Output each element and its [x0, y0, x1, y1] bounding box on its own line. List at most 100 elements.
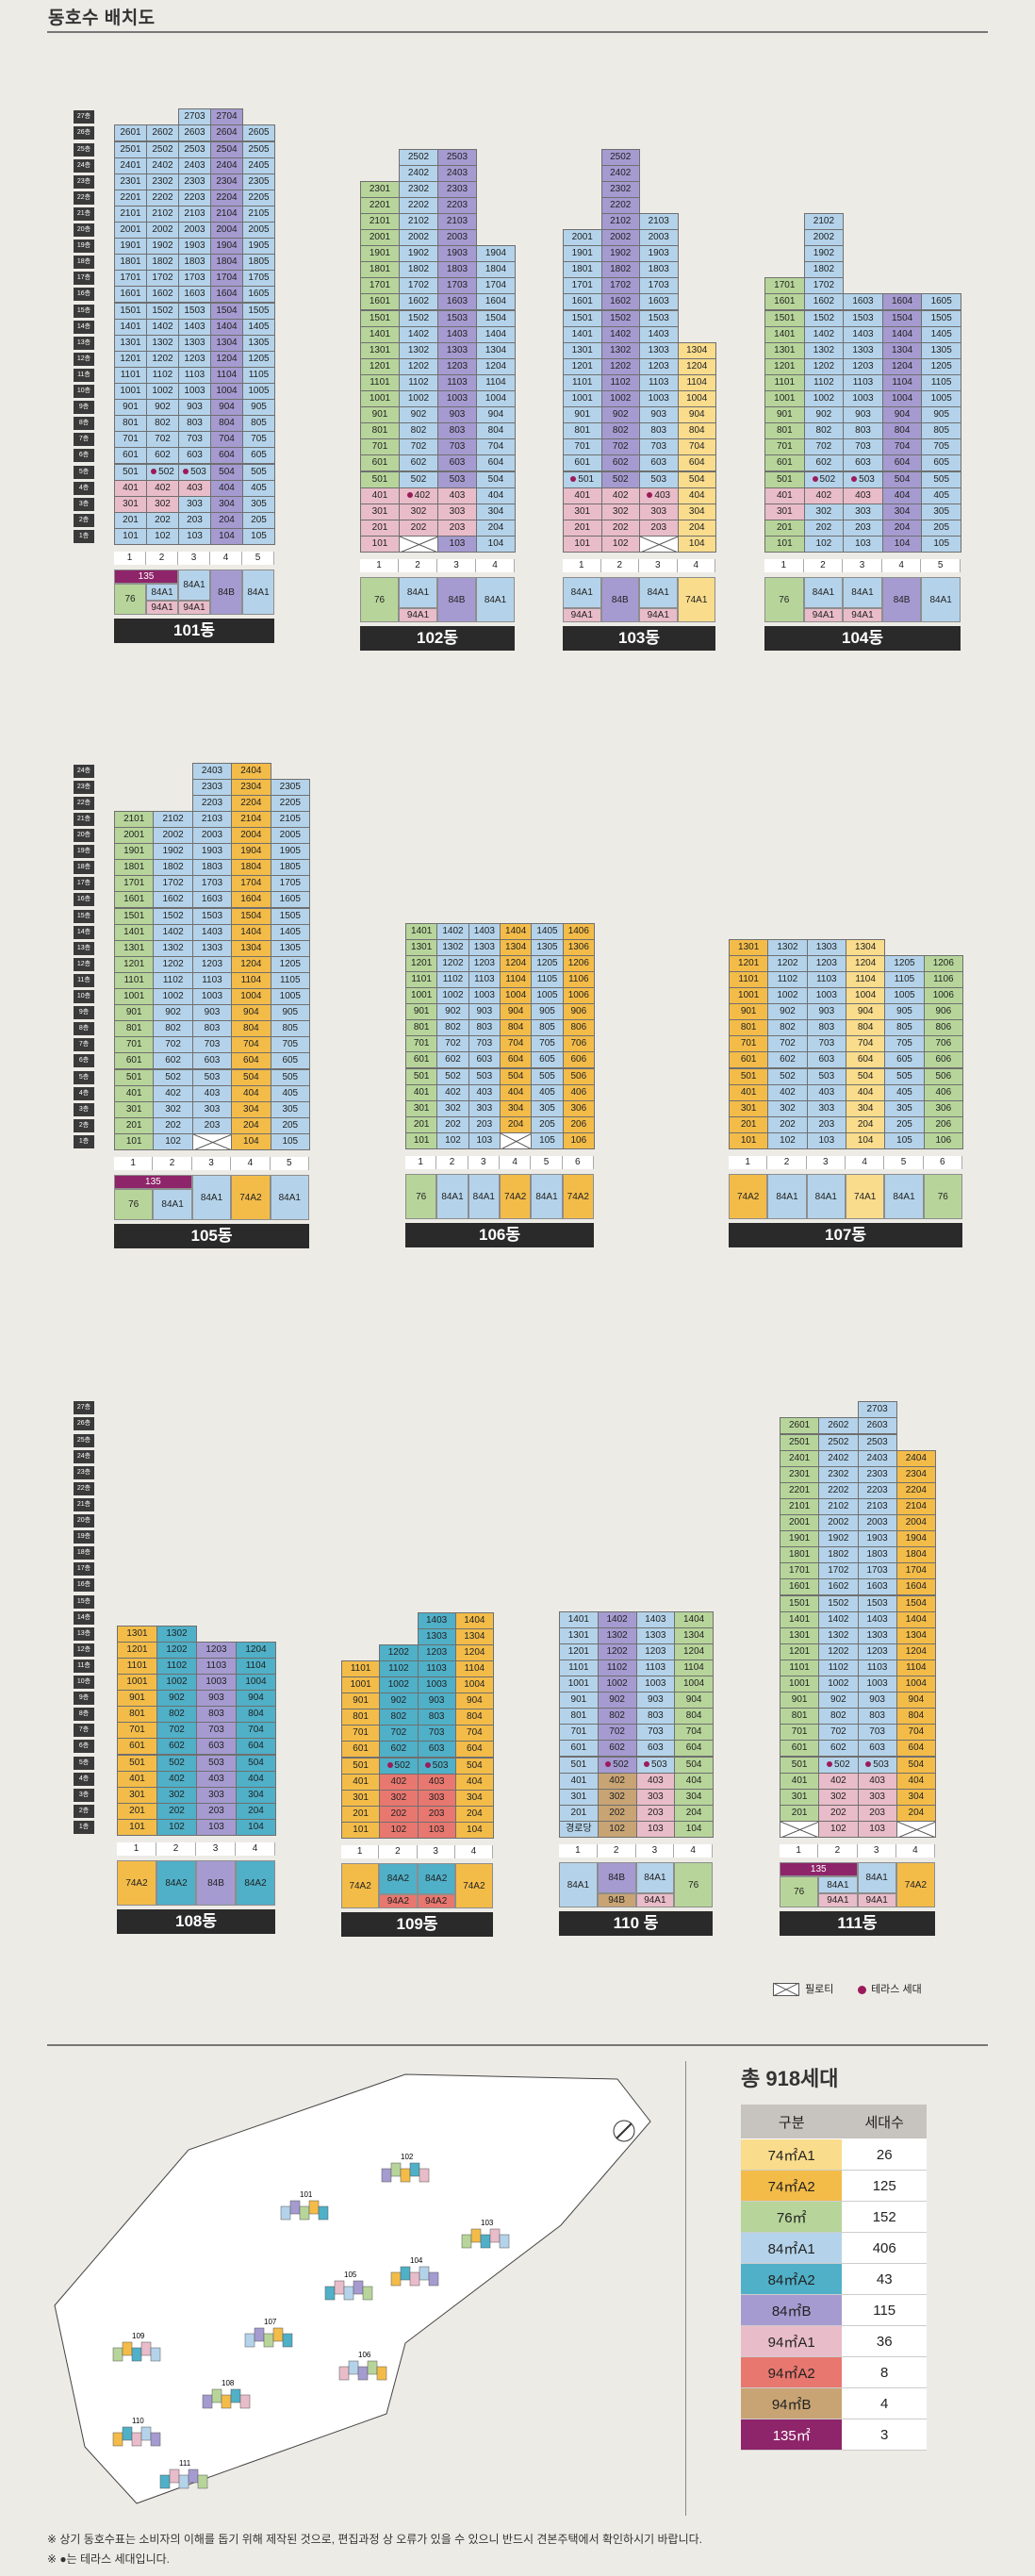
unit-cell: 204	[454, 1805, 494, 1823]
floor-label: 2층	[74, 1804, 94, 1818]
unit-number: 301	[129, 1789, 145, 1800]
unit-number: 1803	[446, 264, 468, 275]
unit-cell: 1304	[846, 938, 886, 956]
type-cell: 84A1	[884, 1174, 924, 1219]
unit-cell: 2303	[191, 778, 233, 796]
unit-cell: 2105	[270, 810, 310, 828]
unit-number: 104	[248, 1821, 264, 1832]
unit-number: 1702	[813, 280, 835, 291]
unit-cell: 202	[767, 1115, 808, 1133]
unit-number: 1602	[813, 296, 835, 307]
unit-cell: 602	[818, 1740, 859, 1758]
unit-cell: 1103	[806, 970, 846, 988]
unit-cell: 1401	[114, 923, 155, 941]
unit-number: 501	[129, 1757, 145, 1768]
summary-count: 406	[842, 2232, 927, 2264]
unit-cell: 2402	[600, 164, 640, 182]
unit-cell: 401	[114, 1084, 155, 1102]
unit-number: 401	[371, 489, 388, 501]
unit-number: 1904	[485, 248, 507, 259]
unit-number: 2102	[162, 813, 184, 824]
building-name: 108동	[117, 1909, 275, 1934]
unit-cell: 506	[923, 1067, 963, 1085]
site-building-label: 107	[264, 2318, 277, 2326]
unit-number: 603	[204, 1055, 221, 1066]
line-number: 5	[884, 1156, 924, 1169]
unit-summary-table: 구분 세대수 74㎡A1 26 74㎡A2 125 76㎡ 152 84㎡A1 406 84㎡A2…	[741, 2105, 927, 2451]
line-number: 5	[270, 1157, 309, 1170]
unit-cell: 604	[500, 1051, 533, 1069]
unit-cell: 301	[114, 1100, 155, 1118]
unit-cell: 1202	[803, 357, 845, 375]
unit-number: 604	[688, 457, 705, 469]
unit-cell: 1202	[379, 1643, 419, 1661]
unit-cell: 304	[210, 495, 243, 513]
unit-cell: 1004	[476, 390, 516, 408]
unit-number: 2101	[789, 1500, 811, 1511]
unit-cell: 406	[923, 1083, 963, 1101]
unit-cell: 2005	[242, 222, 275, 239]
unit-number: 1503	[866, 1597, 888, 1609]
unit-cell: 204	[231, 1116, 271, 1134]
unit-cell: 1804	[231, 859, 271, 877]
unit-number: 803	[869, 1710, 885, 1722]
unit-cell: 1202	[597, 1643, 637, 1660]
type-cell: 84A1	[468, 1174, 500, 1219]
unit-number: 702	[815, 441, 832, 453]
unit-number: 1903	[446, 248, 468, 259]
unit-number: 1704	[485, 280, 507, 291]
unit-number: 1505	[248, 305, 270, 316]
unit-number: 1603	[866, 1581, 888, 1593]
floor-label: 27층	[74, 1401, 94, 1415]
unit-cell: 702	[399, 438, 438, 456]
unit-cell: 1904	[210, 238, 243, 256]
unit-number: 1901	[369, 248, 391, 259]
line-number: 2	[399, 559, 437, 572]
unit-cell: 802	[379, 1709, 419, 1726]
unit-number: 1001	[774, 393, 796, 404]
line-number: 4	[210, 552, 242, 565]
unit-number: 902	[169, 1693, 185, 1704]
unit-cell: 201	[405, 1115, 438, 1133]
unit-cell: 502	[600, 471, 640, 488]
unit-number: 705	[282, 1039, 299, 1050]
unit-number: 403	[208, 1773, 224, 1784]
unit-cell: 1704	[231, 875, 271, 893]
unit-number: 1004	[464, 1679, 485, 1690]
unit-number: 503	[204, 1071, 221, 1082]
unit-number: 2001	[369, 232, 391, 242]
summary-row: 84㎡A2 43	[741, 2263, 927, 2295]
unit-cell: 704	[677, 438, 716, 456]
unit-number: 901	[740, 1006, 757, 1017]
unit-cell: 101	[360, 535, 400, 553]
unit-cell: 502	[153, 1068, 193, 1086]
unit-number: 2603	[184, 127, 205, 139]
unit-cell: 303	[468, 1099, 501, 1117]
unit-cell: 1303	[843, 341, 883, 359]
unit-cell: 1903	[639, 245, 679, 263]
unit-number: 2503	[866, 1436, 888, 1447]
unit-cell: 1102	[156, 1657, 197, 1675]
unit-cell: 1901	[563, 245, 602, 263]
unit-number: 504	[894, 473, 911, 485]
floor-label: 26층	[74, 1417, 94, 1431]
unit-cell: 1503	[843, 309, 883, 327]
unit-cell: 304	[674, 1788, 714, 1806]
unit-cell: 301	[114, 495, 147, 513]
unit-number: 2003	[201, 830, 223, 840]
unit-cell: 1003	[178, 383, 211, 401]
unit-number: 2602	[152, 127, 173, 139]
type-cell: 84A1	[857, 1862, 896, 1893]
site-building: 108	[202, 2379, 251, 2409]
floor-label: 14층	[74, 925, 94, 939]
line-number: 6	[562, 1156, 594, 1169]
summary-row: 94㎡B 4	[741, 2387, 927, 2419]
unit-number: 905	[539, 1006, 555, 1017]
unit-number: 802	[165, 1023, 181, 1034]
unit-cell: 2501	[114, 140, 147, 158]
unit-cell: 1001	[341, 1676, 381, 1694]
unit-cell: 801	[405, 1019, 438, 1037]
unit-cell: 1601	[114, 891, 155, 909]
unit-number: 1601	[369, 296, 391, 307]
unit-cell: 601	[360, 454, 400, 472]
